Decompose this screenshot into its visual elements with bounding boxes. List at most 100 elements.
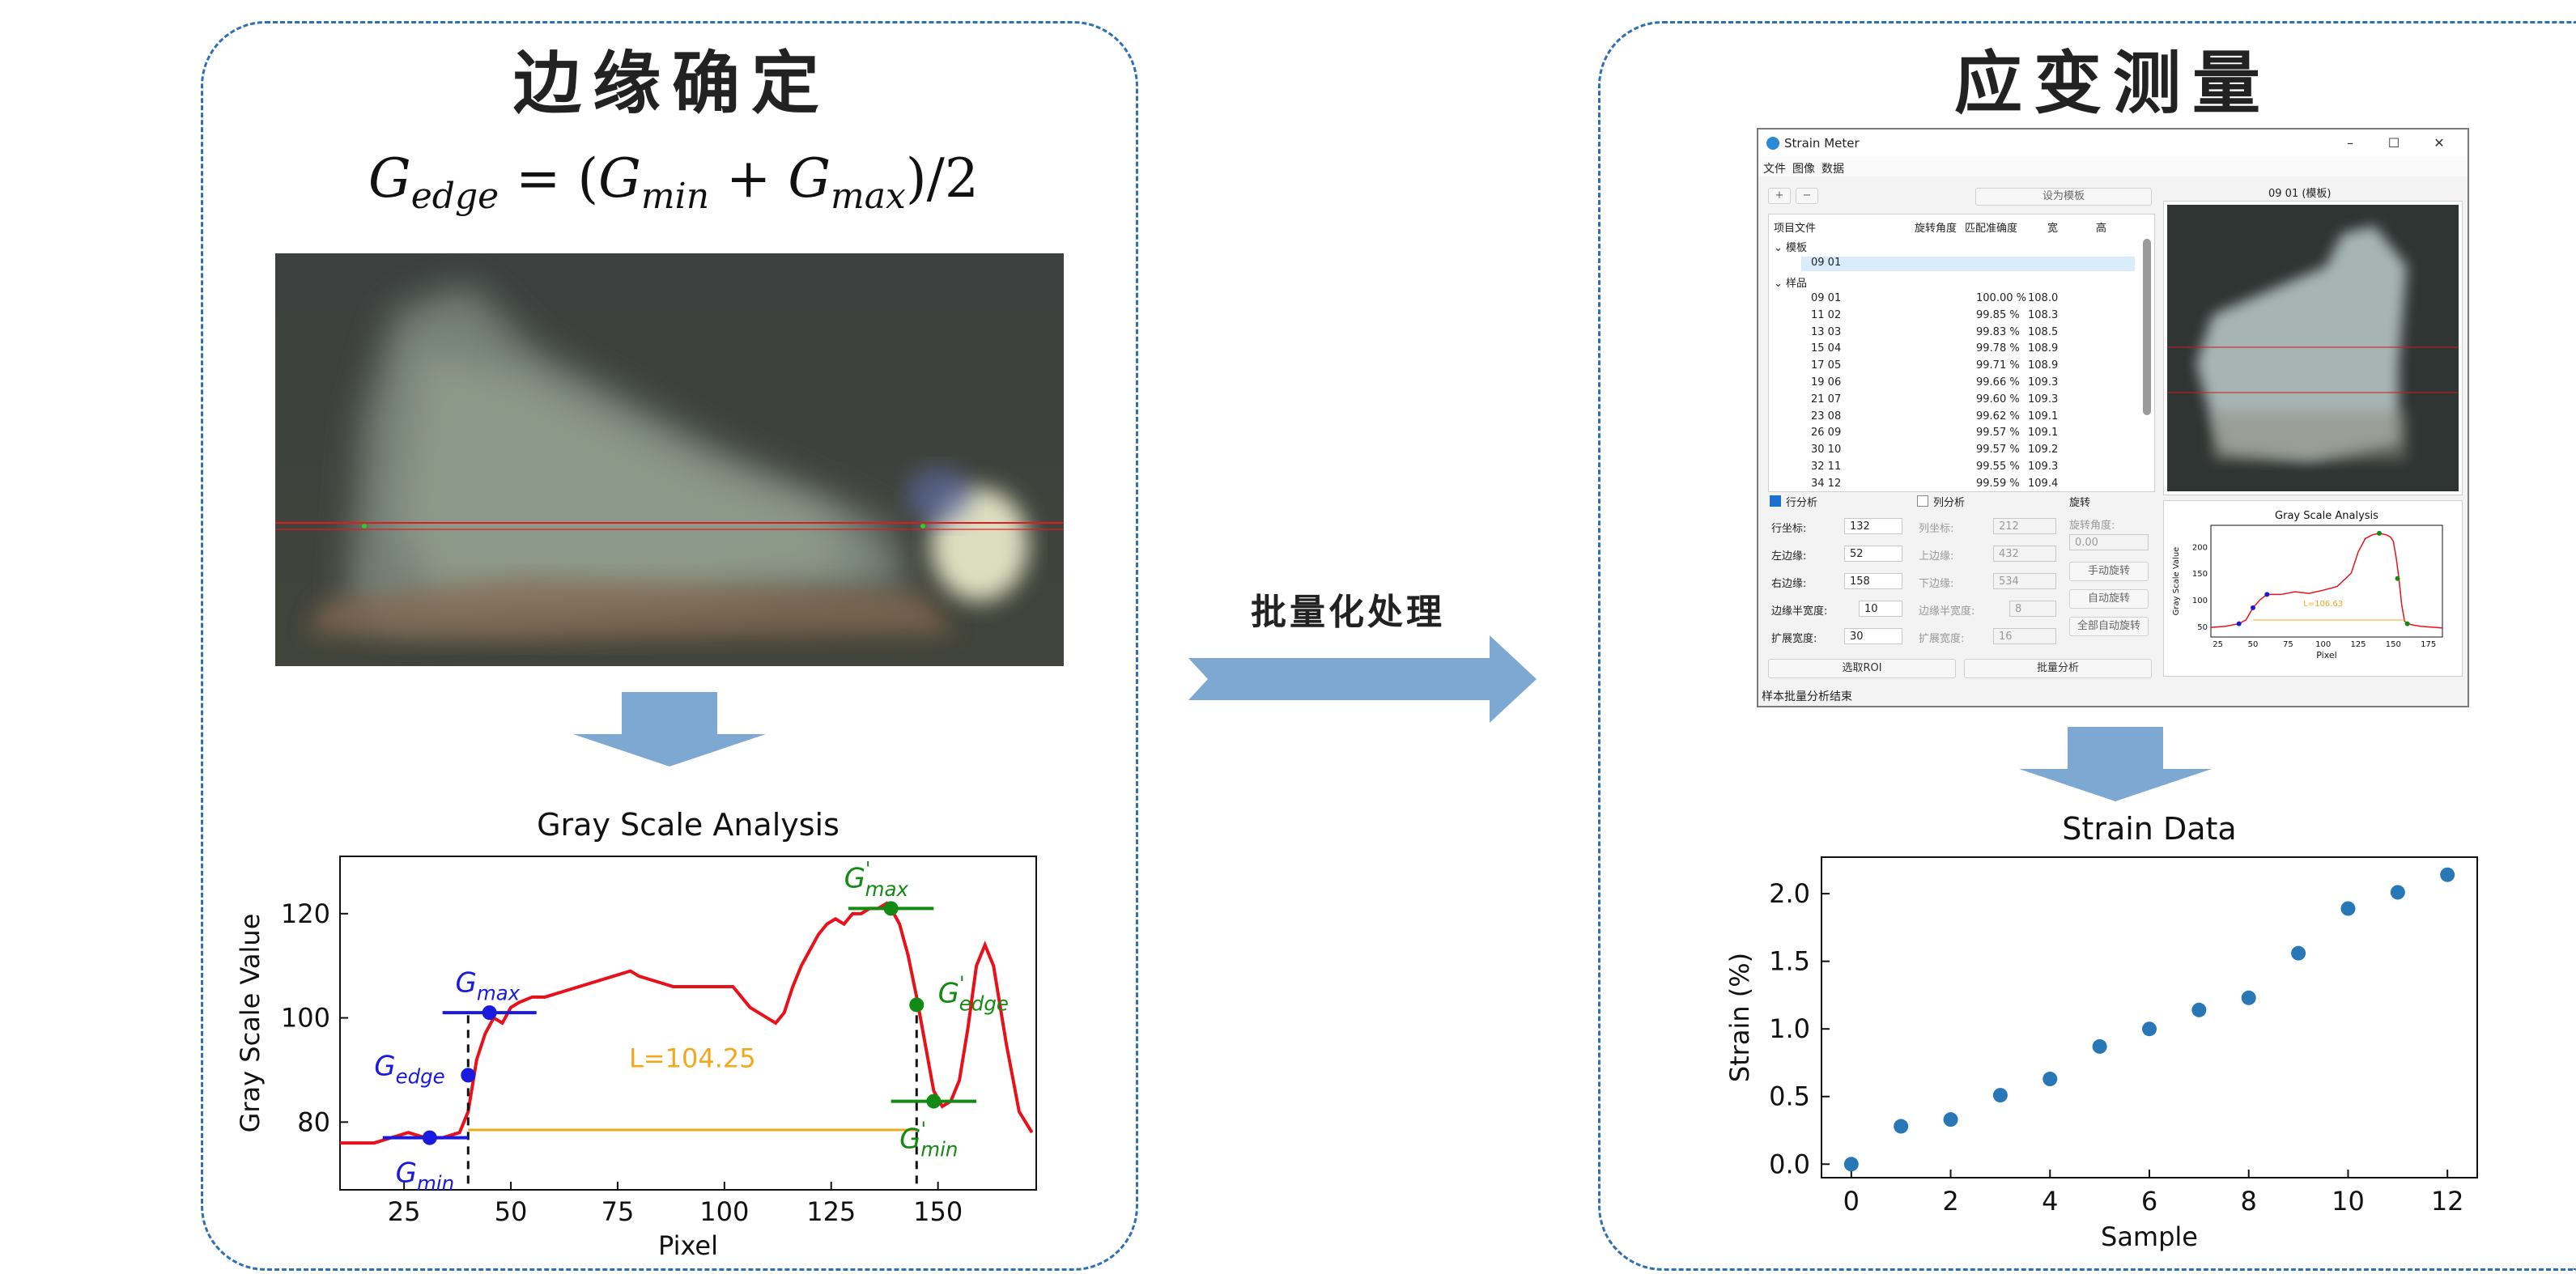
sample-accuracy: 99.85 % bbox=[1976, 308, 2020, 321]
mini-chart-title: Gray Scale Analysis bbox=[2275, 510, 2378, 522]
selected-row-highlight bbox=[1801, 257, 2135, 271]
bottom-edge-label: 下边缘: bbox=[1919, 578, 1954, 590]
marker-point bbox=[909, 997, 925, 1013]
col-coord-label: 列坐标: bbox=[1919, 523, 1954, 535]
sample-row[interactable]: 30 10 bbox=[1811, 444, 1842, 457]
row-extend-input[interactable]: 30 bbox=[1844, 628, 1902, 644]
strain-panel-title: 应变测量 bbox=[1953, 43, 2272, 123]
sample-row[interactable]: 21 07 bbox=[1811, 393, 1842, 406]
col-halfwidth-input[interactable]: 8 bbox=[2009, 601, 2056, 617]
x-tick-label: 50 bbox=[495, 1196, 528, 1227]
gmin-annotation: Gmin bbox=[396, 1157, 455, 1195]
sample-row[interactable]: 11 02 bbox=[1811, 308, 1842, 321]
x-tick-label: 10 bbox=[2332, 1186, 2365, 1217]
tree-header-rotation: 旋转角度 bbox=[1915, 223, 1958, 235]
plot-frame bbox=[1821, 856, 2478, 1178]
gmax-prime-annotation: G' max bbox=[844, 857, 909, 901]
y-tick-label: 80 bbox=[297, 1106, 330, 1137]
menu-data[interactable]: 数据 bbox=[1821, 163, 1844, 176]
project-tree[interactable]: 项目文件 旋转角度 匹配准确度 宽 高 ⌄ 模板 09 01 ⌄ 样品 09 0… bbox=[1768, 214, 2155, 492]
mini-y-tick-label: 200 bbox=[2192, 543, 2208, 552]
tree-item-template[interactable]: 09 01 bbox=[1811, 257, 1842, 269]
x-tick-label: 75 bbox=[601, 1196, 635, 1227]
sample-width: 108.5 bbox=[2028, 325, 2059, 338]
row-coord-input[interactable]: 132 bbox=[1844, 518, 1902, 534]
col-extend-input[interactable]: 16 bbox=[1993, 628, 2056, 644]
tree-header-height: 高 bbox=[2096, 223, 2107, 235]
menu-file[interactable]: 文件 bbox=[1763, 163, 1786, 176]
remove-button[interactable]: − bbox=[1796, 188, 1818, 204]
preview-image-frame bbox=[2163, 201, 2463, 495]
tree-header-accuracy: 匹配准确度 bbox=[1965, 223, 2018, 235]
sample-row[interactable]: 09 01 bbox=[1811, 292, 1842, 304]
sample-width: 109.4 bbox=[2028, 477, 2059, 490]
tree-group-samples[interactable]: ⌄ 样品 bbox=[1774, 278, 1808, 290]
batch-processing-label: 批量化处理 bbox=[1251, 592, 1445, 633]
down-arrow-icon bbox=[2019, 727, 2212, 801]
sample-row[interactable]: 19 06 bbox=[1811, 376, 1842, 389]
col-extend-label: 扩展宽度: bbox=[1919, 633, 1965, 645]
right-edge-input[interactable]: 158 bbox=[1844, 573, 1902, 589]
manual-rotate-button[interactable]: 手动旋转 bbox=[2069, 562, 2149, 581]
tree-scrollbar[interactable] bbox=[2143, 239, 2151, 415]
maximize-icon[interactable]: ☐ bbox=[2387, 135, 2400, 151]
mini-x-tick-label: 100 bbox=[2315, 640, 2331, 649]
col-analysis-checkbox[interactable] bbox=[1917, 495, 1928, 507]
mini-marker-point bbox=[2251, 605, 2255, 610]
preview-title: 09 01 (模板) bbox=[2268, 188, 2332, 200]
x-tick-label: 8 bbox=[2241, 1186, 2257, 1217]
y-tick-label: 100 bbox=[281, 1003, 330, 1034]
sample-photo bbox=[275, 253, 1064, 666]
left-edge-input[interactable]: 52 bbox=[1844, 546, 1902, 562]
sample-row[interactable]: 23 08 bbox=[1811, 410, 1842, 423]
data-point bbox=[2291, 945, 2306, 961]
menu-image[interactable]: 图像 bbox=[1792, 163, 1815, 176]
rotation-label: 旋转 bbox=[2069, 497, 2091, 509]
mini-marker-point bbox=[2404, 621, 2410, 626]
data-point bbox=[2092, 1038, 2107, 1054]
left-edge-label: 左边缘: bbox=[1771, 550, 1807, 563]
auto-rotate-all-button[interactable]: 全部自动旋转 bbox=[2069, 617, 2149, 636]
x-tick-label: 6 bbox=[2141, 1186, 2157, 1217]
sample-row[interactable]: 17 05 bbox=[1811, 359, 1842, 372]
x-tick-label: 0 bbox=[1843, 1186, 1860, 1217]
y-tick-label: 0.0 bbox=[1769, 1149, 1810, 1179]
tree-group-template[interactable]: ⌄ 模板 bbox=[1774, 242, 1808, 254]
sample-row[interactable]: 34 12 bbox=[1811, 477, 1842, 490]
select-roi-button[interactable]: 选取ROI bbox=[1768, 659, 1956, 678]
sample-row[interactable]: 13 03 bbox=[1811, 325, 1842, 338]
sample-row[interactable]: 32 11 bbox=[1811, 461, 1842, 473]
mini-y-axis-label: Gray Scale Value bbox=[2172, 547, 2181, 616]
batch-analysis-button[interactable]: 批量分析 bbox=[1964, 659, 2152, 678]
x-axis-label: Sample bbox=[2101, 1221, 2198, 1252]
strain-meter-window: Strain Meter – ☐ ✕ 文件 图像 数据 + − 设为模板 项目文… bbox=[1757, 128, 2469, 707]
col-coord-input[interactable]: 212 bbox=[1993, 518, 2056, 534]
sample-accuracy: 99.78 % bbox=[1976, 342, 2020, 355]
auto-rotate-button[interactable]: 自动旋转 bbox=[2069, 589, 2149, 609]
sample-accuracy: 99.66 % bbox=[1976, 376, 2020, 389]
add-button[interactable]: + bbox=[1768, 188, 1791, 204]
row-analysis-checkbox[interactable] bbox=[1770, 495, 1781, 507]
data-point bbox=[2191, 1002, 2207, 1017]
top-edge-input[interactable]: 432 bbox=[1993, 546, 2056, 562]
sample-row[interactable]: 15 04 bbox=[1811, 342, 1842, 355]
x-tick-label: 4 bbox=[2042, 1186, 2058, 1217]
plot-frame bbox=[339, 856, 1037, 1191]
data-point bbox=[1943, 1112, 1958, 1127]
mini-length-label: L=106.63 bbox=[2303, 600, 2343, 609]
set-template-button[interactable]: 设为模板 bbox=[1975, 188, 2152, 206]
rotation-angle-input[interactable]: 0.00 bbox=[2069, 534, 2149, 550]
x-tick-label: 25 bbox=[388, 1196, 421, 1227]
strain-data-chart: Strain Data 0 2 4 6 8 10 12 0.0 0.5 1.0 1.5 2.0 Sampl… bbox=[1724, 805, 2502, 1259]
close-icon[interactable]: ✕ bbox=[2434, 135, 2445, 151]
status-bar-text: 样本批量分析结束 bbox=[1762, 690, 1852, 703]
data-point bbox=[2043, 1072, 2058, 1087]
data-point bbox=[2340, 901, 2356, 916]
sample-row[interactable]: 26 09 bbox=[1811, 427, 1842, 440]
bottom-edge-input[interactable]: 534 bbox=[1993, 573, 2056, 589]
minimize-icon[interactable]: – bbox=[2347, 135, 2353, 151]
gmin-prime-annotation: G' min bbox=[899, 1118, 958, 1161]
mini-marker-point bbox=[2395, 575, 2400, 581]
row-halfwidth-input[interactable]: 10 bbox=[1859, 601, 1902, 617]
sample-accuracy: 99.55 % bbox=[1976, 461, 2020, 473]
